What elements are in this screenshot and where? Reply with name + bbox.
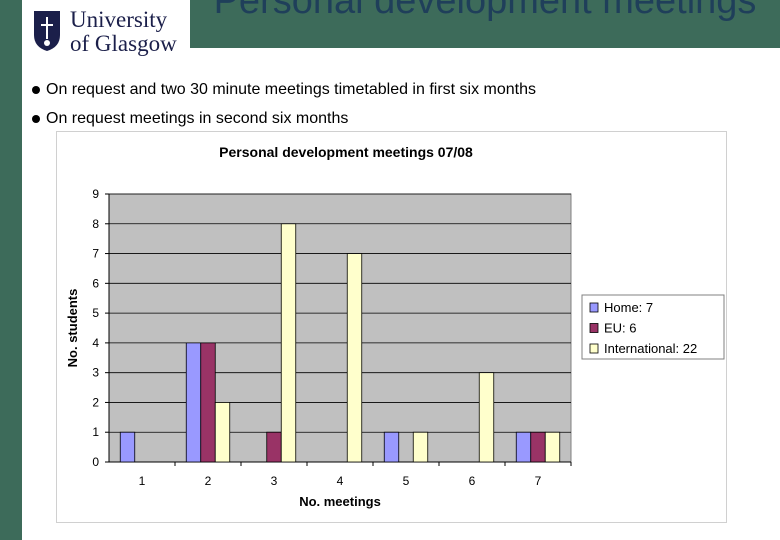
bar-home bbox=[383, 431, 400, 463]
x-tick-label: 1 bbox=[139, 474, 146, 488]
bar-home bbox=[119, 431, 136, 463]
bar-international bbox=[280, 223, 297, 463]
legend-label: EU: 6 bbox=[604, 321, 637, 336]
legend-swatch bbox=[589, 302, 599, 313]
bar-eu bbox=[266, 431, 282, 463]
bullet-list: On request and two 30 minute meetings ti… bbox=[32, 80, 536, 138]
logo-line-glasgow: of Glasgow bbox=[70, 30, 177, 56]
bullet-dot-icon bbox=[32, 86, 40, 94]
bullet-text: On request and two 30 minute meetings ti… bbox=[46, 81, 537, 98]
y-tick-label: 7 bbox=[92, 247, 99, 261]
chart-title: Personal development meetings 07/08 bbox=[219, 144, 473, 160]
bullet-dot-icon bbox=[32, 115, 40, 123]
title-band bbox=[190, 0, 780, 48]
y-tick-label: 9 bbox=[92, 187, 99, 201]
bar-eu bbox=[200, 342, 216, 463]
y-tick-label: 6 bbox=[92, 276, 99, 290]
bar-chart: Personal development meetings 07/08 0 1 2 3 4… bbox=[65, 144, 725, 509]
bar-home bbox=[185, 342, 202, 463]
legend-swatch bbox=[589, 323, 599, 333]
bullet-text: On request meetings in second six months bbox=[46, 110, 349, 127]
y-tick-label: 8 bbox=[92, 217, 99, 231]
legend-label: International: 22 bbox=[604, 341, 697, 356]
legend bbox=[581, 294, 725, 360]
bar-international bbox=[544, 431, 561, 463]
x-tick-label: 6 bbox=[469, 474, 476, 488]
x-tick-label: 2 bbox=[205, 474, 212, 488]
x-tick-label: 3 bbox=[271, 474, 278, 488]
bar-eu bbox=[530, 431, 546, 463]
plot-area bbox=[108, 193, 572, 463]
bar-international bbox=[478, 372, 495, 463]
bullet-item: On request meetings in second six months bbox=[32, 109, 536, 138]
bar-international bbox=[412, 431, 429, 463]
bar-home bbox=[515, 431, 532, 463]
y-tick-label: 5 bbox=[92, 306, 99, 320]
bar-international bbox=[346, 253, 363, 463]
bar-international bbox=[214, 402, 231, 463]
y-tick-label: 4 bbox=[92, 336, 99, 350]
x-tick-label: 4 bbox=[337, 474, 344, 488]
bullet-item: On request and two 30 minute meetings ti… bbox=[32, 80, 536, 109]
y-axis-label: No. students bbox=[65, 289, 80, 368]
x-tick-label: 5 bbox=[403, 474, 410, 488]
y-tick-label: 2 bbox=[92, 395, 99, 409]
y-tick-label: 1 bbox=[92, 425, 99, 439]
chart-container: Personal development meetings 07/08 0 1 2 3 4… bbox=[56, 131, 727, 523]
university-logo: University of Glasgow bbox=[22, 0, 190, 62]
y-tick-label: 3 bbox=[92, 366, 99, 380]
legend-label: Home: 7 bbox=[604, 300, 653, 315]
x-axis-label: No. meetings bbox=[299, 494, 381, 509]
crest-icon bbox=[34, 11, 60, 51]
legend-swatch bbox=[589, 343, 599, 354]
x-tick-label: 7 bbox=[535, 474, 542, 488]
slide-title: Personal development meetings bbox=[213, 0, 757, 22]
y-tick-label: 0 bbox=[92, 455, 99, 469]
left-theme-strip bbox=[0, 0, 22, 540]
logo-line-university: University bbox=[70, 6, 168, 32]
